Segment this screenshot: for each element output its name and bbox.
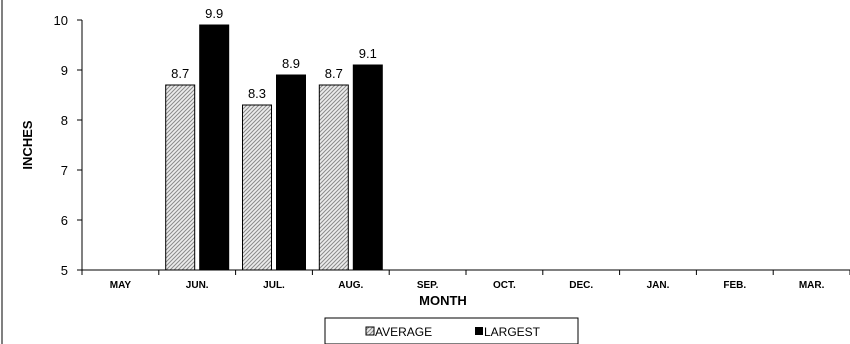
y-axis-title: INCHES bbox=[20, 120, 35, 169]
y-axis-ticks: 5 6 7 8 9 10 bbox=[54, 13, 82, 278]
data-label: 9.9 bbox=[205, 6, 223, 21]
bar-average-jun bbox=[165, 84, 196, 271]
y-tick-label: 10 bbox=[54, 13, 68, 28]
category-label: FEB. bbox=[723, 280, 746, 291]
bar-average-aug bbox=[318, 84, 349, 271]
bars bbox=[165, 24, 383, 271]
category-label: OCT. bbox=[493, 280, 516, 291]
category-label: JUL. bbox=[263, 280, 285, 291]
bar-average-jul bbox=[242, 104, 272, 271]
y-tick-label: 8 bbox=[61, 113, 68, 128]
category-label: MAY bbox=[110, 280, 132, 291]
legend-box bbox=[324, 317, 579, 344]
y-tick-label: 5 bbox=[61, 263, 68, 278]
bar-largest-jul bbox=[276, 74, 306, 271]
legend-swatch-average bbox=[365, 326, 375, 336]
legend-label-largest: LARGEST bbox=[484, 325, 541, 339]
category-label: JAN. bbox=[647, 280, 670, 291]
x-axis-ticks: MAY JUN. JUL. AUG. SEP. OCT. DEC. JAN. FEB. MAR. bbox=[81, 270, 850, 291]
category-label: DEC. bbox=[569, 280, 593, 291]
data-labels: 8.7 8.3 8.7 9.9 8.9 9.1 bbox=[171, 6, 377, 101]
legend-label-average: AVERAGE bbox=[375, 325, 432, 339]
bar-largest-jun bbox=[199, 24, 230, 271]
legend-swatch-largest bbox=[475, 327, 483, 335]
y-tick-label: 7 bbox=[61, 163, 68, 178]
data-label: 8.7 bbox=[171, 66, 189, 81]
data-label: 8.3 bbox=[248, 86, 266, 101]
data-label: 9.1 bbox=[359, 46, 377, 61]
bar-largest-aug bbox=[352, 64, 383, 271]
legend: AVERAGE LARGEST bbox=[324, 317, 579, 344]
data-label: 8.9 bbox=[282, 56, 300, 71]
category-label: JUN. bbox=[186, 280, 209, 291]
x-axis-title: MONTH bbox=[419, 293, 467, 308]
y-tick-label: 6 bbox=[61, 213, 68, 228]
y-tick-label: 9 bbox=[61, 63, 68, 78]
category-label: MAR. bbox=[799, 280, 825, 291]
category-label: SEP. bbox=[417, 280, 439, 291]
category-label: AUG. bbox=[338, 280, 363, 291]
data-label: 8.7 bbox=[325, 66, 343, 81]
